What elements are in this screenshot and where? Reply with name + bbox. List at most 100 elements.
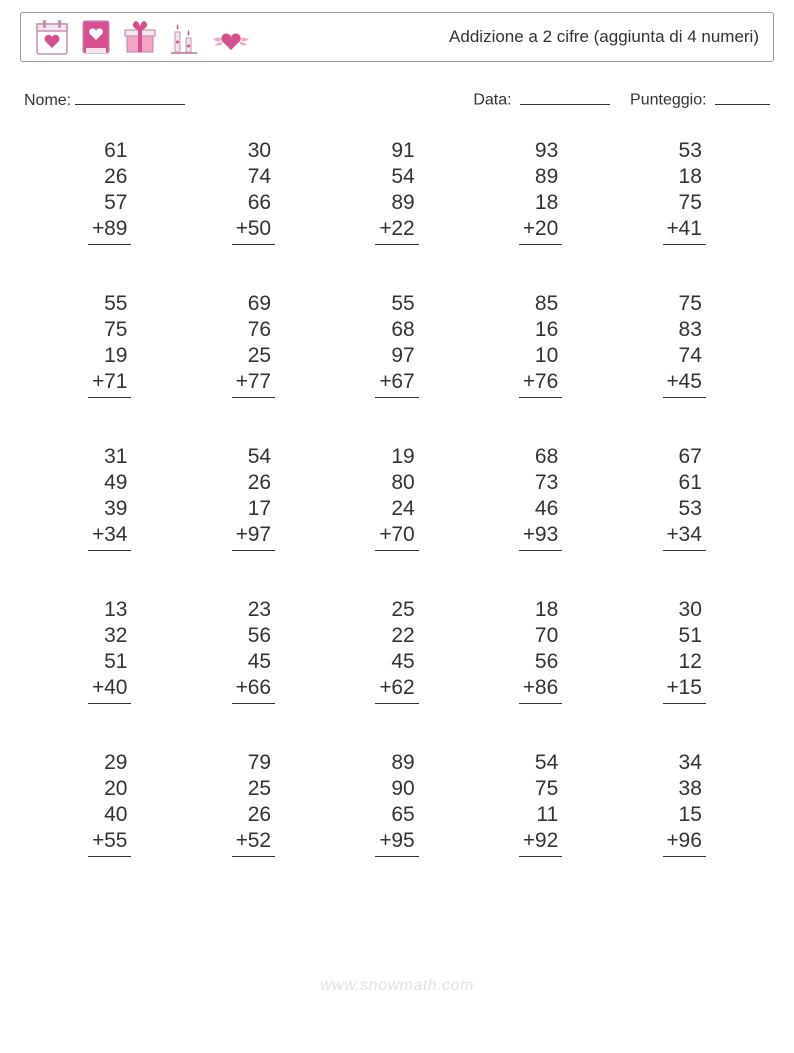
addend: 80 [375,470,418,496]
addend-last: +40 [88,675,131,703]
operator: + [379,828,391,854]
addend-last: +89 [88,216,131,244]
operator: + [379,369,391,395]
calendar-heart-icon [35,18,69,56]
addend: 39 [88,496,131,522]
addend: 17 [232,496,275,522]
gift-heart-icon [123,18,157,56]
addition-problem: 915489+22 [325,138,469,245]
addition-problem: 235645+66 [182,597,326,704]
addend: 89 [375,750,418,776]
operator: + [523,369,535,395]
addend-last: +92 [519,828,562,856]
addend: 83 [663,317,706,343]
addition-problem: 343815+96 [612,750,756,857]
addend: 57 [88,190,131,216]
date-label: Data: [473,92,511,109]
name-blank[interactable] [75,86,185,105]
operator: + [236,369,248,395]
addend: 26 [232,802,275,828]
candles-icon [169,18,199,56]
header-icons [35,18,251,56]
addend: 19 [375,444,418,470]
addend-last: +96 [663,828,706,856]
addend-last: +41 [663,216,706,244]
addend-last: +34 [88,522,131,550]
addition-problem: 899065+95 [325,750,469,857]
header-bar: Addizione a 2 cifre (aggiunta di 4 numer… [20,12,774,62]
addend: 61 [88,138,131,164]
addend: 15 [663,802,706,828]
addend: 31 [88,444,131,470]
addend: 40 [88,802,131,828]
addition-problem: 305112+15 [612,597,756,704]
addend-last: +77 [232,369,275,397]
addend: 97 [375,343,418,369]
addend: 45 [375,649,418,675]
addend: 25 [375,597,418,623]
addend-last: +76 [519,369,562,397]
addition-problem: 198024+70 [325,444,469,551]
addend: 20 [88,776,131,802]
addend: 79 [232,750,275,776]
addend-last: +95 [375,828,418,856]
addend: 54 [519,750,562,776]
addition-problem: 687346+93 [469,444,613,551]
addend-last: +15 [663,675,706,703]
addend: 25 [232,776,275,802]
addend: 54 [232,444,275,470]
addend: 75 [663,190,706,216]
addition-problem: 851610+76 [469,291,613,398]
book-heart-icon [81,18,111,56]
score-blank[interactable] [715,86,770,105]
addend: 12 [663,649,706,675]
date-blank[interactable] [520,86,610,105]
addend: 19 [88,343,131,369]
operator: + [523,675,535,701]
addend: 24 [375,496,418,522]
operator: + [92,675,104,701]
addend: 69 [232,291,275,317]
addend-last: +34 [663,522,706,550]
addend: 26 [88,164,131,190]
addition-problem: 542617+97 [182,444,326,551]
addend: 29 [88,750,131,776]
operator: + [92,216,104,242]
addend: 55 [88,291,131,317]
winged-heart-icon [211,26,251,56]
addend: 25 [232,343,275,369]
addition-problem: 792526+52 [182,750,326,857]
addend: 76 [232,317,275,343]
addend-last: +97 [232,522,275,550]
addend-last: +50 [232,216,275,244]
operator: + [667,369,679,395]
addend: 45 [232,649,275,675]
addend-last: +62 [375,675,418,703]
addend-last: +66 [232,675,275,703]
addend: 90 [375,776,418,802]
addend: 51 [663,623,706,649]
page-title: Addizione a 2 cifre (aggiunta di 4 numer… [449,27,759,47]
addend-last: +86 [519,675,562,703]
name-label: Nome: [24,92,71,110]
operator: + [667,675,679,701]
addend: 13 [88,597,131,623]
addend: 56 [519,649,562,675]
addend: 51 [88,649,131,675]
addend: 75 [519,776,562,802]
addend: 67 [663,444,706,470]
score-label: Punteggio: [630,92,707,109]
footer-watermark: www.snowmath.com [20,977,774,995]
addition-problem: 292040+55 [38,750,182,857]
addend-last: +45 [663,369,706,397]
operator: + [236,216,248,242]
addend: 32 [88,623,131,649]
addition-problem: 547511+92 [469,750,613,857]
operator: + [667,522,679,548]
problems-grid: 612657+89307466+50915489+22938918+205318… [20,138,774,877]
addend: 68 [519,444,562,470]
operator: + [523,216,535,242]
addend: 23 [232,597,275,623]
operator: + [523,522,535,548]
addend: 68 [375,317,418,343]
